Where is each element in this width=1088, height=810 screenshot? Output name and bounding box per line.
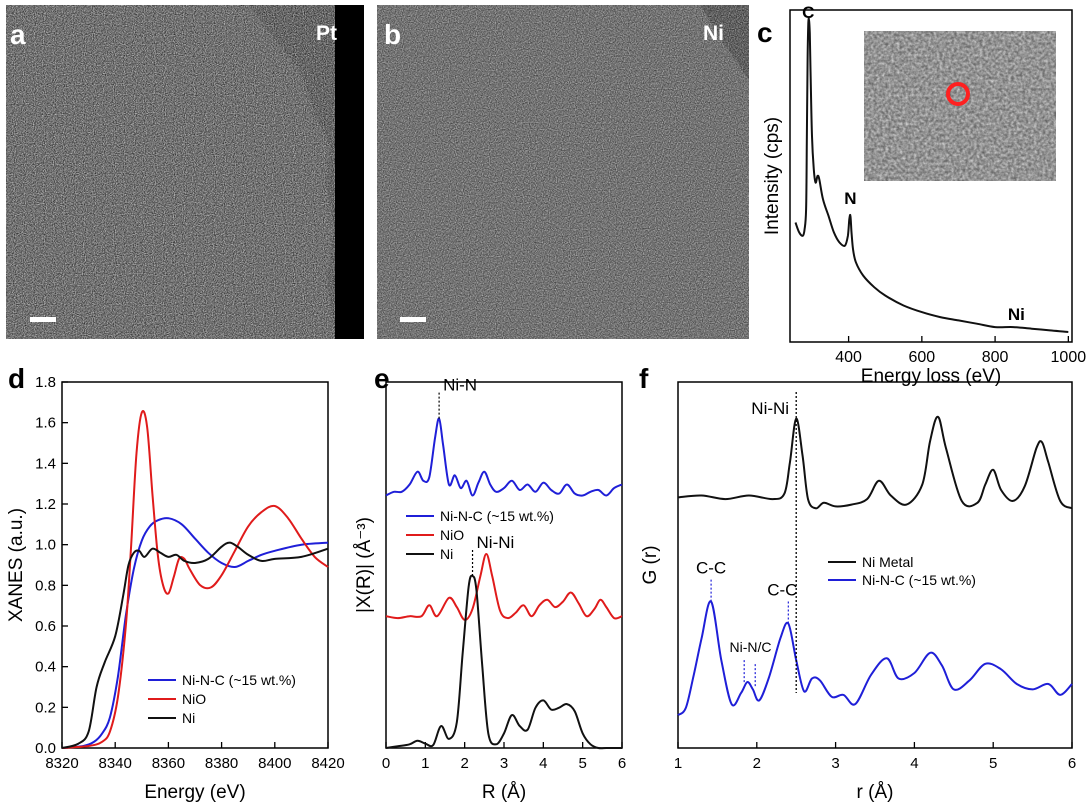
- legend-label-0: Ni Metal: [862, 554, 913, 570]
- chart-d-xanes: 8320 8340 8360 8380 8400 8420 0.0 0.2 0.4 0.6 0.8 1…: [6, 374, 345, 803]
- x-axis-label: Energy loss (eV): [861, 366, 1001, 387]
- scale-bar-b: [400, 317, 426, 322]
- legend-label-1: Ni-N-C (~15 wt.%): [862, 572, 976, 588]
- x-tick-label: 0: [382, 755, 390, 772]
- panel-f-letter: f: [639, 363, 649, 394]
- x-tick-label: 2: [460, 755, 468, 772]
- panel-e-letter: e: [374, 363, 390, 394]
- y-axis-label: |X(R)| (Å⁻³): [354, 517, 375, 613]
- panel-b-element-label: Ni: [703, 22, 724, 45]
- annotation-label: C-C: [767, 581, 797, 600]
- plot-frame: [789, 9, 1073, 343]
- annotation-label: C-C: [696, 559, 726, 578]
- series-line-1: [385, 553, 623, 621]
- x-tick-label: 8360: [152, 755, 185, 772]
- x-tick-label: 8420: [311, 755, 344, 772]
- x-tick-label: 4: [910, 755, 918, 772]
- x-tick-label: 8400: [258, 755, 291, 772]
- y-tick-label: 0.8: [35, 577, 56, 594]
- legend-label-1: NiO: [182, 691, 206, 707]
- x-tick-label: 3: [500, 755, 508, 772]
- series-line-0: [385, 417, 623, 497]
- series-line-1: [61, 409, 329, 749]
- chart-c-inset-image: [864, 31, 1056, 181]
- series-line-2: [385, 574, 623, 750]
- annotation-label: Ni-N: [443, 376, 477, 395]
- annotation-label: Ni-Ni: [751, 399, 789, 418]
- y-tick-label: 1.8: [35, 374, 56, 391]
- chart-e-exafs: 0 1 2 3 4 5 6 R (Å) |X(R)| (Å⁻³) Ni-N Ni-Ni Ni-N-C …: [354, 376, 626, 803]
- y-axis-label: G (r): [640, 545, 661, 584]
- legend-label-1: NiO: [440, 527, 464, 543]
- x-tick-label: 8320: [45, 755, 78, 772]
- x-tick-label: 3: [831, 755, 839, 772]
- x-axis-label: Energy (eV): [144, 782, 245, 803]
- panel-d-letter: d: [8, 363, 25, 394]
- x-tick-label: 8340: [99, 755, 132, 772]
- chart-f-pdf: 1 2 3 4 5 6 r (Å) G (r) Ni-Ni C-C Ni-N/C C-C Ni Meta…: [640, 381, 1076, 803]
- x-tick-label: 4: [539, 755, 547, 772]
- micrograph-b: [377, 5, 749, 339]
- y-tick-label: 0.6: [35, 618, 56, 635]
- x-tick-label: 2: [753, 755, 761, 772]
- series-line-0: [794, 17, 1069, 333]
- scale-bar-a: [30, 317, 56, 322]
- legend-label-0: Ni-N-C (~15 wt.%): [440, 508, 554, 524]
- plot-frame: [385, 381, 623, 749]
- y-axis-label: XANES (a.u.): [6, 508, 27, 622]
- y-tick-label: 1.6: [35, 415, 56, 432]
- x-tick-label: 6: [618, 755, 626, 772]
- annotation-label: C: [802, 3, 814, 22]
- plot-frame: [677, 381, 1073, 749]
- x-tick-label: 1000: [1051, 349, 1087, 366]
- chart-c-eels: 400 600 800 1000 Energy loss (eV) Intensity (…: [762, 3, 1086, 387]
- x-tick-label: 5: [578, 755, 586, 772]
- panel-a-letter: a: [10, 19, 26, 50]
- y-tick-label: 1.0: [35, 537, 56, 554]
- y-tick-label: 0.4: [35, 659, 56, 676]
- micrograph-a: [6, 5, 364, 339]
- series-line-0: [677, 415, 1073, 510]
- series-line-2: [61, 541, 329, 749]
- legend-label-2: Ni: [440, 546, 453, 562]
- y-tick-label: 1.2: [35, 496, 56, 513]
- panel-a-element-label: Pt: [316, 22, 337, 45]
- x-tick-label: 6: [1068, 755, 1076, 772]
- annotation-label: Ni-N/C: [729, 639, 771, 655]
- x-tick-label: 1: [674, 755, 682, 772]
- x-tick-label: 800: [982, 349, 1009, 366]
- annotation-label: N: [844, 189, 856, 208]
- x-tick-label: 400: [835, 349, 862, 366]
- x-tick-label: 1: [421, 755, 429, 772]
- x-axis-label: r (Å): [857, 782, 894, 803]
- legend-label-2: Ni: [182, 710, 195, 726]
- y-tick-label: 0.0: [35, 740, 56, 757]
- y-tick-label: 1.4: [35, 455, 56, 472]
- panel-c-letter: c: [757, 17, 773, 48]
- y-tick-label: 0.2: [35, 699, 56, 716]
- plot-frame: [61, 381, 329, 749]
- x-tick-label: 600: [908, 349, 935, 366]
- x-axis-label: R (Å): [482, 782, 526, 803]
- inset-atom-marker: [946, 82, 970, 106]
- x-tick-label: 5: [989, 755, 997, 772]
- x-tick-label: 8380: [205, 755, 238, 772]
- annotation-label: Ni-Ni: [477, 533, 515, 552]
- panel-b-letter: b: [384, 19, 401, 50]
- annotation-label: Ni: [1008, 305, 1025, 324]
- legend-label-0: Ni-N-C (~15 wt.%): [182, 672, 296, 688]
- series-line-1: [677, 600, 1073, 716]
- y-axis-label: Intensity (cps): [762, 117, 783, 235]
